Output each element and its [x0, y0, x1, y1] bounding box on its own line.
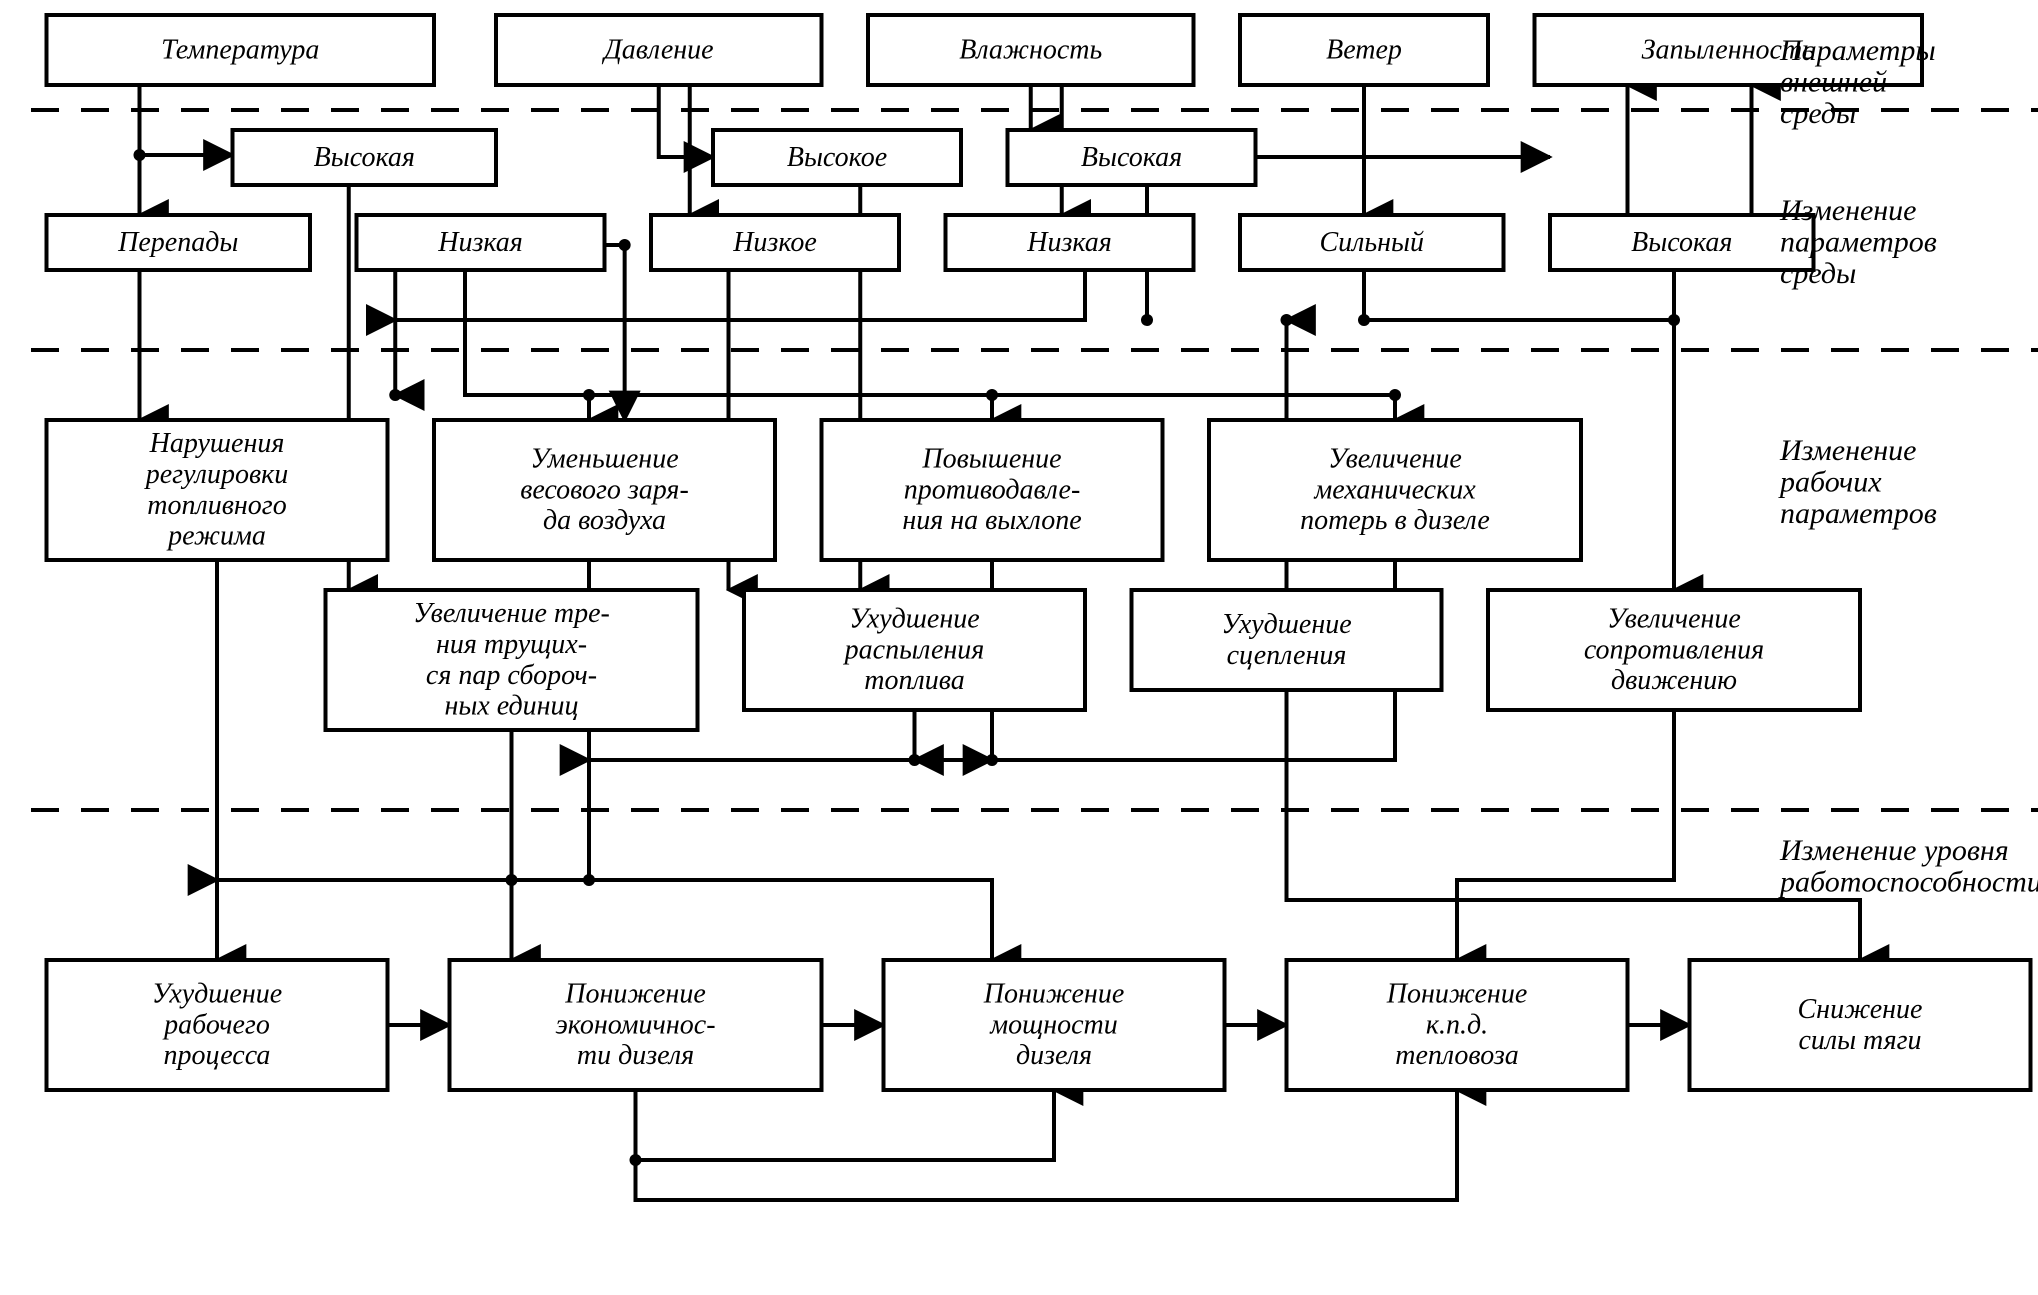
node-press: Давление — [496, 15, 822, 85]
node-label: Давление — [601, 34, 714, 65]
node-label: Перепады — [117, 227, 238, 258]
junction-dot — [1668, 314, 1680, 326]
node-out5: Снижениесилы тяги — [1690, 960, 2031, 1090]
node-out4: Понижениек.п.д.тепловоза — [1287, 960, 1628, 1090]
row-label-rl2: Изменениепараметровсреды — [1779, 194, 1937, 290]
node-label: Высокая — [1081, 142, 1182, 173]
junction-dot — [619, 239, 631, 251]
node-humid: Влажность — [868, 15, 1194, 85]
node-label: Сильный — [1320, 227, 1424, 258]
node-label: Высокое — [787, 142, 887, 173]
node-eff4: Увеличениемеханическихпотерь в дизеле — [1209, 420, 1581, 560]
junction-dot — [986, 754, 998, 766]
edge — [512, 880, 993, 960]
node-label: Высокая — [314, 142, 415, 173]
node-wind: Ветер — [1240, 15, 1488, 85]
junction-dot — [389, 389, 401, 401]
node-label: Высокая — [1631, 227, 1732, 258]
row-label-rl3: Изменениерабочихпараметров — [1778, 434, 1937, 530]
junction-dot — [630, 1154, 642, 1166]
node-out3: Понижениемощностидизеля — [884, 960, 1225, 1090]
node-label: Низкое — [732, 227, 817, 258]
node-out1: Ухудшениерабочегопроцесса — [47, 960, 388, 1090]
node-eff8: Увеличениесопротивлениядвижению — [1488, 590, 1860, 710]
edge — [1457, 710, 1674, 960]
junction-dot — [986, 389, 998, 401]
edge — [395, 270, 1085, 320]
junction-dot — [583, 389, 595, 401]
node-label: Температура — [161, 34, 319, 65]
node-label: Понижениеэкономичнос-ти дизеля — [555, 979, 715, 1072]
edge — [636, 1090, 1055, 1160]
edge — [465, 270, 1395, 420]
node-label: Уменьшениевесового заря-да воздуха — [520, 444, 689, 537]
node-eff7: Ухудшениесцепления — [1132, 590, 1442, 690]
node-eff5: Увеличение тре-ния трущих-ся пар сбороч-… — [326, 590, 698, 730]
junction-dot — [134, 149, 146, 161]
edge — [636, 1090, 1458, 1200]
node-label: Снижениесилы тяги — [1798, 994, 1923, 1056]
junction-dot — [1141, 314, 1153, 326]
node-t_lo: Низкая — [357, 215, 605, 270]
edge — [659, 85, 713, 157]
node-eff1: Нарушениярегулировкитопливногорежима — [47, 420, 388, 560]
node-label: Ухудшениесцепления — [1221, 609, 1351, 671]
node-w_str: Сильный — [1240, 215, 1504, 270]
node-label: Повышениепротиводавле-ния на выхлопе — [902, 444, 1081, 537]
node-label: Ветер — [1326, 34, 1402, 65]
node-eff6: Ухудшениераспылениятоплива — [744, 590, 1085, 710]
node-eff2: Уменьшениевесового заря-да воздуха — [434, 420, 775, 560]
node-t_drop: Перепады — [47, 215, 311, 270]
node-label: Низкая — [1026, 227, 1112, 258]
node-h_hi: Высокая — [1008, 130, 1256, 185]
node-temp: Температура — [47, 15, 435, 85]
edge — [1287, 690, 1861, 960]
node-p_lo: Низкое — [651, 215, 899, 270]
node-h_lo: Низкая — [946, 215, 1194, 270]
node-label: Увеличениемеханическихпотерь в дизеле — [1300, 444, 1490, 537]
node-label: Низкая — [437, 227, 523, 258]
row-label-rl4: Изменение уровняработоспособности — [1778, 834, 2038, 899]
node-eff3: Повышениепротиводавле-ния на выхлопе — [822, 420, 1163, 560]
node-label: Влажность — [959, 34, 1102, 65]
node-out2: Понижениеэкономичнос-ти дизеля — [450, 960, 822, 1090]
node-t_hi: Высокая — [233, 130, 497, 185]
node-d_hi: Высокая — [1550, 215, 1814, 270]
junction-dot — [506, 874, 518, 886]
node-label: Ухудшениерабочегопроцесса — [152, 979, 282, 1072]
junction-dot — [1281, 314, 1293, 326]
junction-dot — [909, 754, 921, 766]
flowchart-canvas: ТемператураДавлениеВлажностьВетерЗапылен… — [0, 0, 2038, 1295]
junction-dot — [1389, 389, 1401, 401]
node-label: Ухудшениераспылениятоплива — [843, 604, 985, 697]
node-p_hi: Высокое — [713, 130, 961, 185]
junction-dot — [1358, 314, 1370, 326]
